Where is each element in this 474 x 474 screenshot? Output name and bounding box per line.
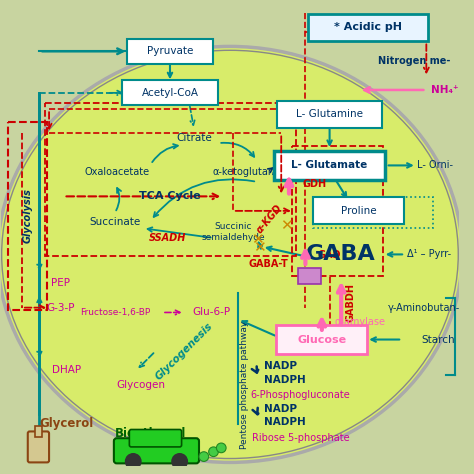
Text: SSADH: SSADH [148,233,186,243]
FancyBboxPatch shape [122,80,218,105]
Text: GAD: GAD [318,250,341,260]
FancyBboxPatch shape [28,431,49,463]
Circle shape [199,452,209,461]
Text: NADP: NADP [264,404,297,414]
Text: Fructose-1,6-BP: Fructose-1,6-BP [80,308,150,317]
Text: DHAP: DHAP [52,365,81,375]
Text: α-KGD: α-KGD [255,202,284,235]
FancyBboxPatch shape [127,39,213,64]
Text: L- Orni-: L- Orni- [417,160,453,171]
Text: Pentose phosphate pathway: Pentose phosphate pathway [240,321,249,449]
Text: Glycerol: Glycerol [39,417,93,430]
Text: NADPH: NADPH [264,375,306,385]
Text: * Acidic pH: * Acidic pH [334,22,402,32]
Text: Proline: Proline [341,206,376,216]
Text: GABDH: GABDH [346,283,356,322]
Text: Glycogen: Glycogen [117,380,165,390]
Text: L- Glutamate: L- Glutamate [292,160,368,171]
Text: Succinic
semialdehyde: Succinic semialdehyde [201,222,264,242]
FancyBboxPatch shape [276,325,367,354]
FancyBboxPatch shape [313,197,404,224]
Circle shape [126,454,141,469]
Text: Pyruvate: Pyruvate [147,46,193,56]
Ellipse shape [0,46,462,463]
Text: NADP: NADP [264,361,297,371]
FancyBboxPatch shape [308,14,428,41]
Text: Glycogenesis: Glycogenesis [154,320,215,382]
Text: L- Glutamine: L- Glutamine [296,109,363,119]
FancyBboxPatch shape [274,151,385,180]
Text: PEP: PEP [51,278,70,289]
Text: Citrate: Citrate [176,133,212,143]
Circle shape [209,447,219,456]
Text: ✕: ✕ [251,232,264,247]
FancyBboxPatch shape [129,429,182,447]
Text: GABA-T: GABA-T [249,259,289,269]
FancyBboxPatch shape [35,426,42,437]
FancyBboxPatch shape [277,100,383,128]
Text: γ-Aminobutan-: γ-Aminobutan- [388,302,460,313]
Text: 6-Phosphogluconate: 6-Phosphogluconate [251,390,350,400]
FancyBboxPatch shape [298,268,321,284]
Text: Succinate: Succinate [89,218,140,228]
Text: Glu-6-P: Glu-6-P [192,308,231,318]
Text: Nitrogen me-: Nitrogen me- [378,56,450,66]
Text: TCA Cycle: TCA Cycle [139,191,201,201]
Text: Glycolysis: Glycolysis [23,188,33,243]
Text: Ribose 5-phosphate: Ribose 5-phosphate [252,433,349,443]
Text: Oxaloacetate: Oxaloacetate [84,167,149,177]
Text: NADPH: NADPH [264,417,306,427]
FancyBboxPatch shape [114,438,199,464]
Text: Δ¹ – Pyrr-: Δ¹ – Pyrr- [407,249,451,259]
Text: G-3-P: G-3-P [46,302,75,313]
Text: Glucose: Glucose [297,335,346,345]
Text: GABA: GABA [306,245,376,264]
Text: α-ketoglutarate: α-ketoglutarate [212,167,288,177]
Text: α-amylase: α-amylase [335,317,385,327]
Circle shape [172,454,187,469]
Text: Bioethanol: Bioethanol [115,427,186,440]
Text: Starch: Starch [421,335,455,345]
Circle shape [217,443,226,453]
Text: ✕: ✕ [254,240,266,255]
Text: ✕: ✕ [280,218,292,233]
Text: GDH: GDH [302,179,327,189]
Text: NH₄⁺: NH₄⁺ [431,85,459,95]
Text: Acetyl-CoA: Acetyl-CoA [141,88,199,98]
